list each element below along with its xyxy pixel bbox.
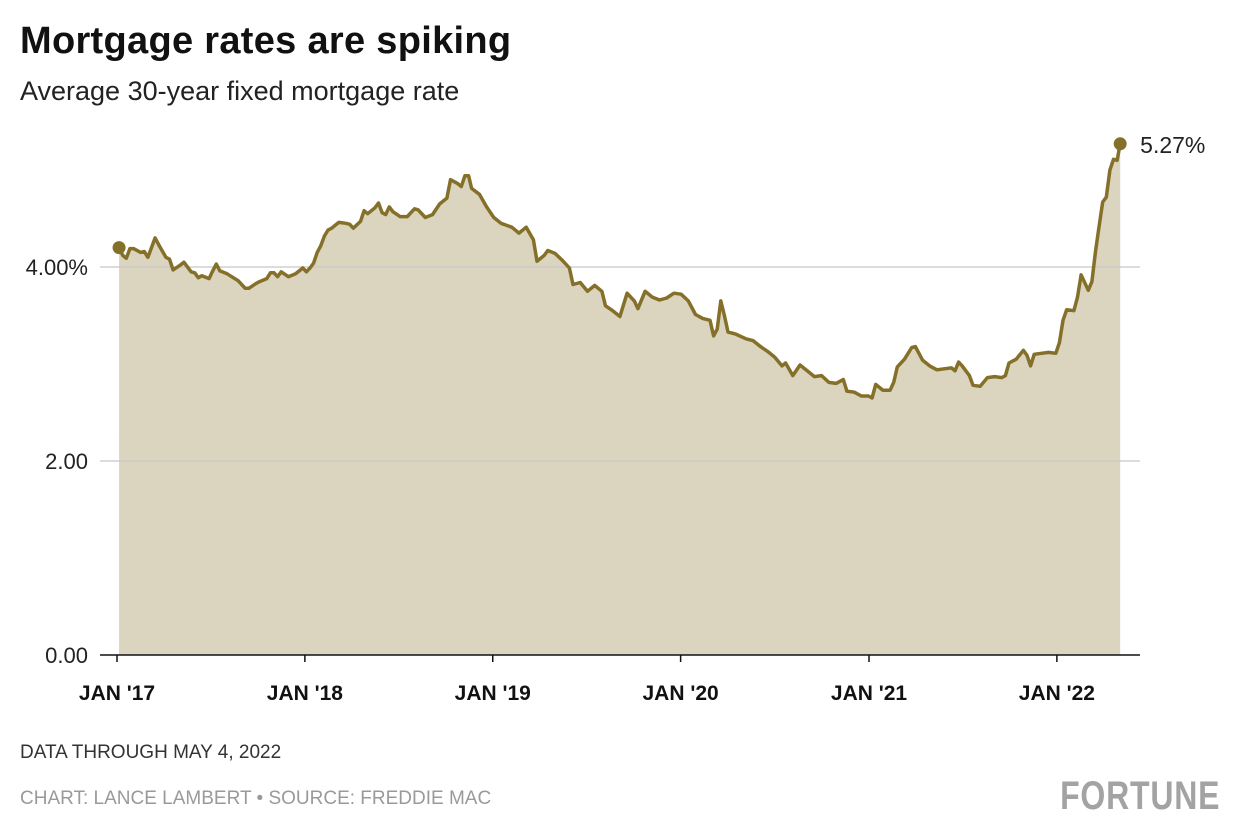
fortune-logo: FORTUNE	[1059, 774, 1220, 818]
end-value-label: 5.27%	[1140, 132, 1205, 158]
source-credit: CHART: LANCE LAMBERT • SOURCE: FREDDIE M…	[20, 788, 492, 809]
rate-line	[117, 143, 1122, 400]
x-tick-label: JAN '22	[1019, 682, 1095, 705]
x-tick-label: JAN '18	[267, 682, 344, 705]
x-tick-label: JAN '19	[455, 682, 531, 705]
rate-area	[119, 143, 1121, 656]
data-through-note: DATA THROUGH MAY 4, 2022	[20, 742, 282, 763]
x-tick-label: JAN '17	[79, 682, 155, 705]
y-tick-label: 4.00%	[26, 255, 88, 280]
x-tick-label: JAN '20	[643, 682, 719, 705]
chart-subtitle: Average 30-year fixed mortgage rate	[20, 76, 460, 106]
end-point-marker	[1113, 137, 1127, 151]
y-tick-label: 0.00	[45, 643, 88, 668]
x-tick-label: JAN '21	[831, 682, 908, 705]
chart-title: Mortgage rates are spiking	[20, 20, 512, 62]
y-tick-label: 2.00	[45, 449, 88, 474]
start-point-marker	[112, 241, 126, 255]
